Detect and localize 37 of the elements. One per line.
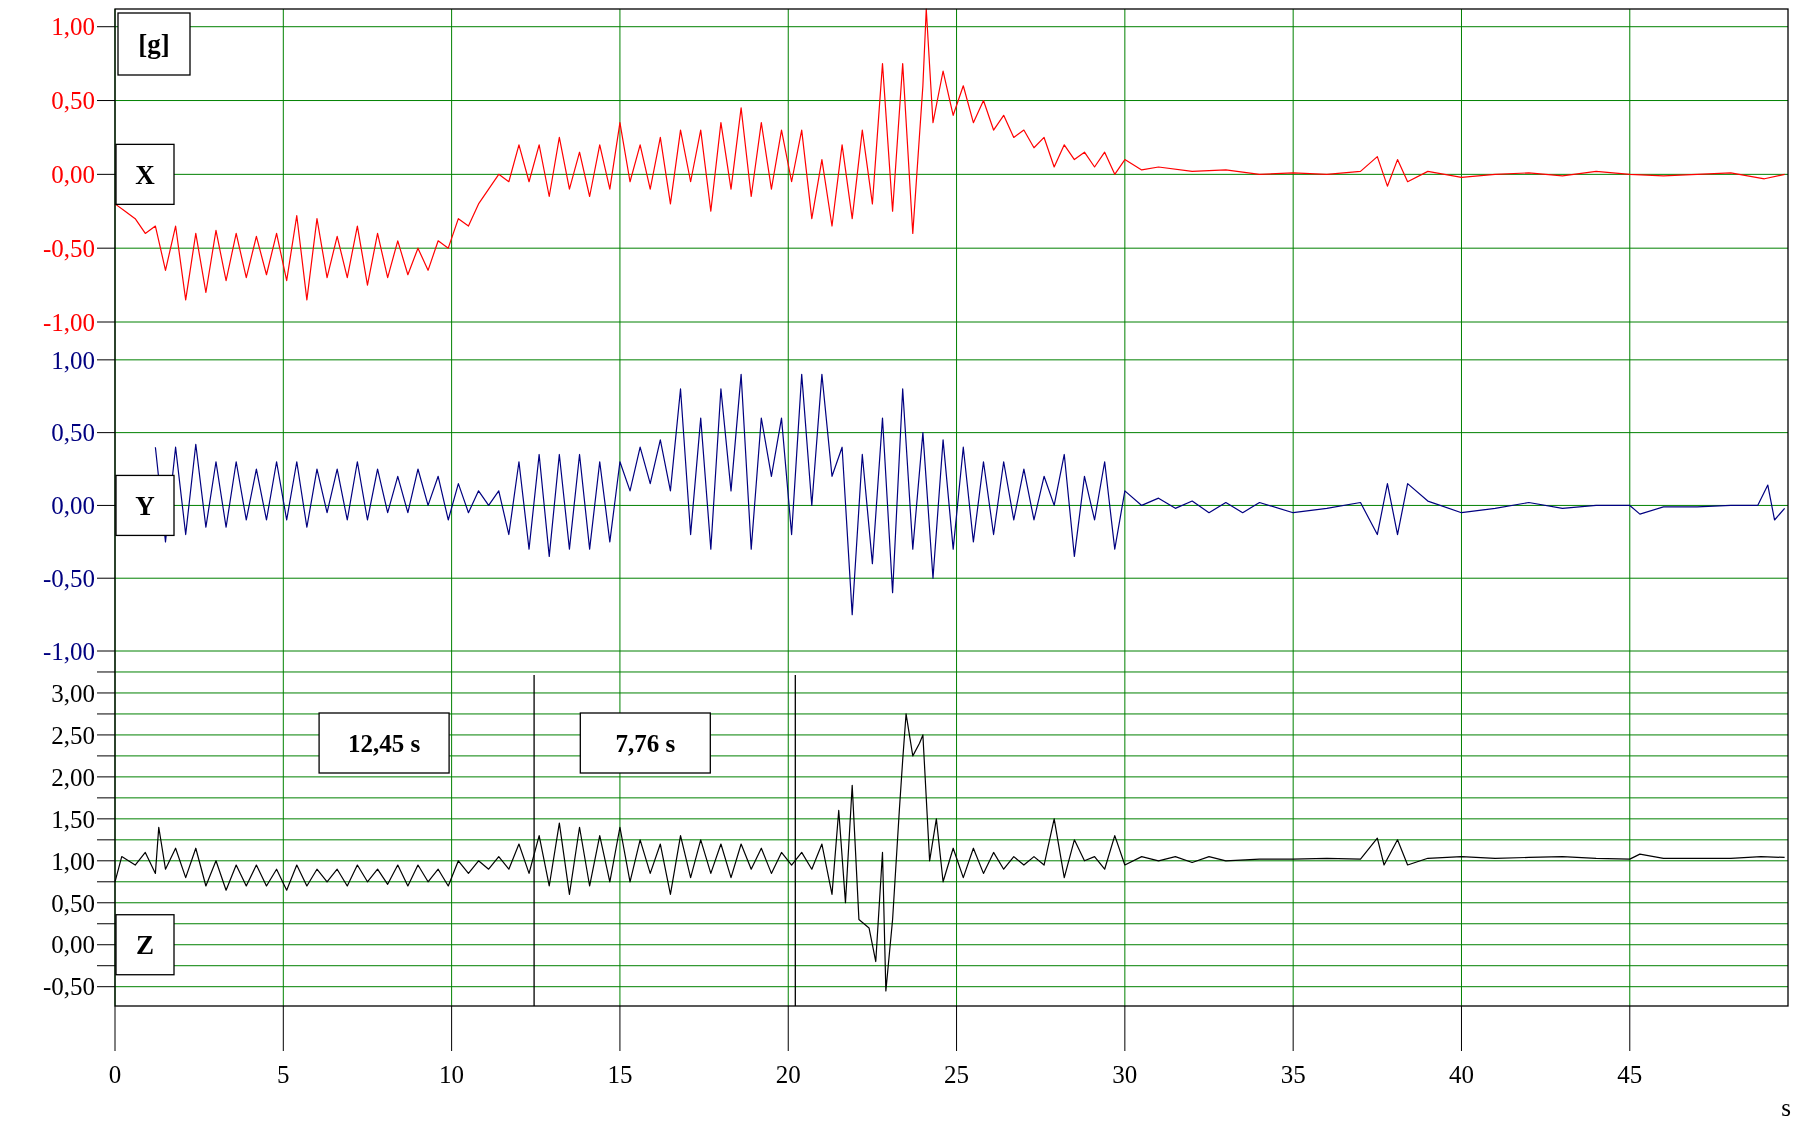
x-tick-label: 35 [1280,1060,1306,1088]
y-tick-label: 2,50 [51,721,95,749]
x-axis-title: s [1781,1094,1791,1121]
x-tick-label: 10 [439,1060,465,1088]
y-tick-label: 0,00 [51,931,95,959]
y-axis-title: [g] [138,29,170,60]
y-tick-label: 1,00 [51,346,95,374]
annotation: 7,76 s [615,729,676,757]
y-tick-label: -1,00 [42,637,95,665]
x-tick-label: 30 [1112,1060,1138,1088]
y-tick-label: 1,00 [51,13,95,41]
x-tick-label: 20 [775,1060,801,1088]
y-tick-label: 1,00 [51,847,95,875]
y-tick-label: 0,50 [51,419,95,447]
line-series [154,373,1786,616]
y-tick-label: 1,50 [51,805,95,833]
y-tick-label: -0,50 [42,973,95,1001]
y-tick-label: 2,00 [51,763,95,791]
y-tick-label: 0,50 [51,889,95,917]
y-tick-label: 3,00 [51,679,95,707]
y-tick-label: 0,00 [51,161,95,189]
x-tick-label: 45 [1617,1060,1643,1088]
text: Z [135,930,155,961]
x-tick-label: 25 [944,1060,970,1088]
annotation: 12,45 s [347,729,421,757]
y-tick-label: 0,00 [51,492,95,520]
x-tick-label: 5 [277,1060,290,1088]
y-tick-label: -0,50 [42,564,95,592]
text: Y [135,490,155,521]
y-tick-label: -1,00 [42,308,95,336]
line-series [114,8,1786,301]
y-tick-label: 0,50 [51,87,95,115]
x-tick-label: 40 [1448,1060,1474,1088]
x-tick-label: 15 [607,1060,633,1088]
text: X [135,159,156,190]
x-tick-label: 0 [108,1060,122,1088]
y-tick-label: -0,50 [42,234,95,262]
